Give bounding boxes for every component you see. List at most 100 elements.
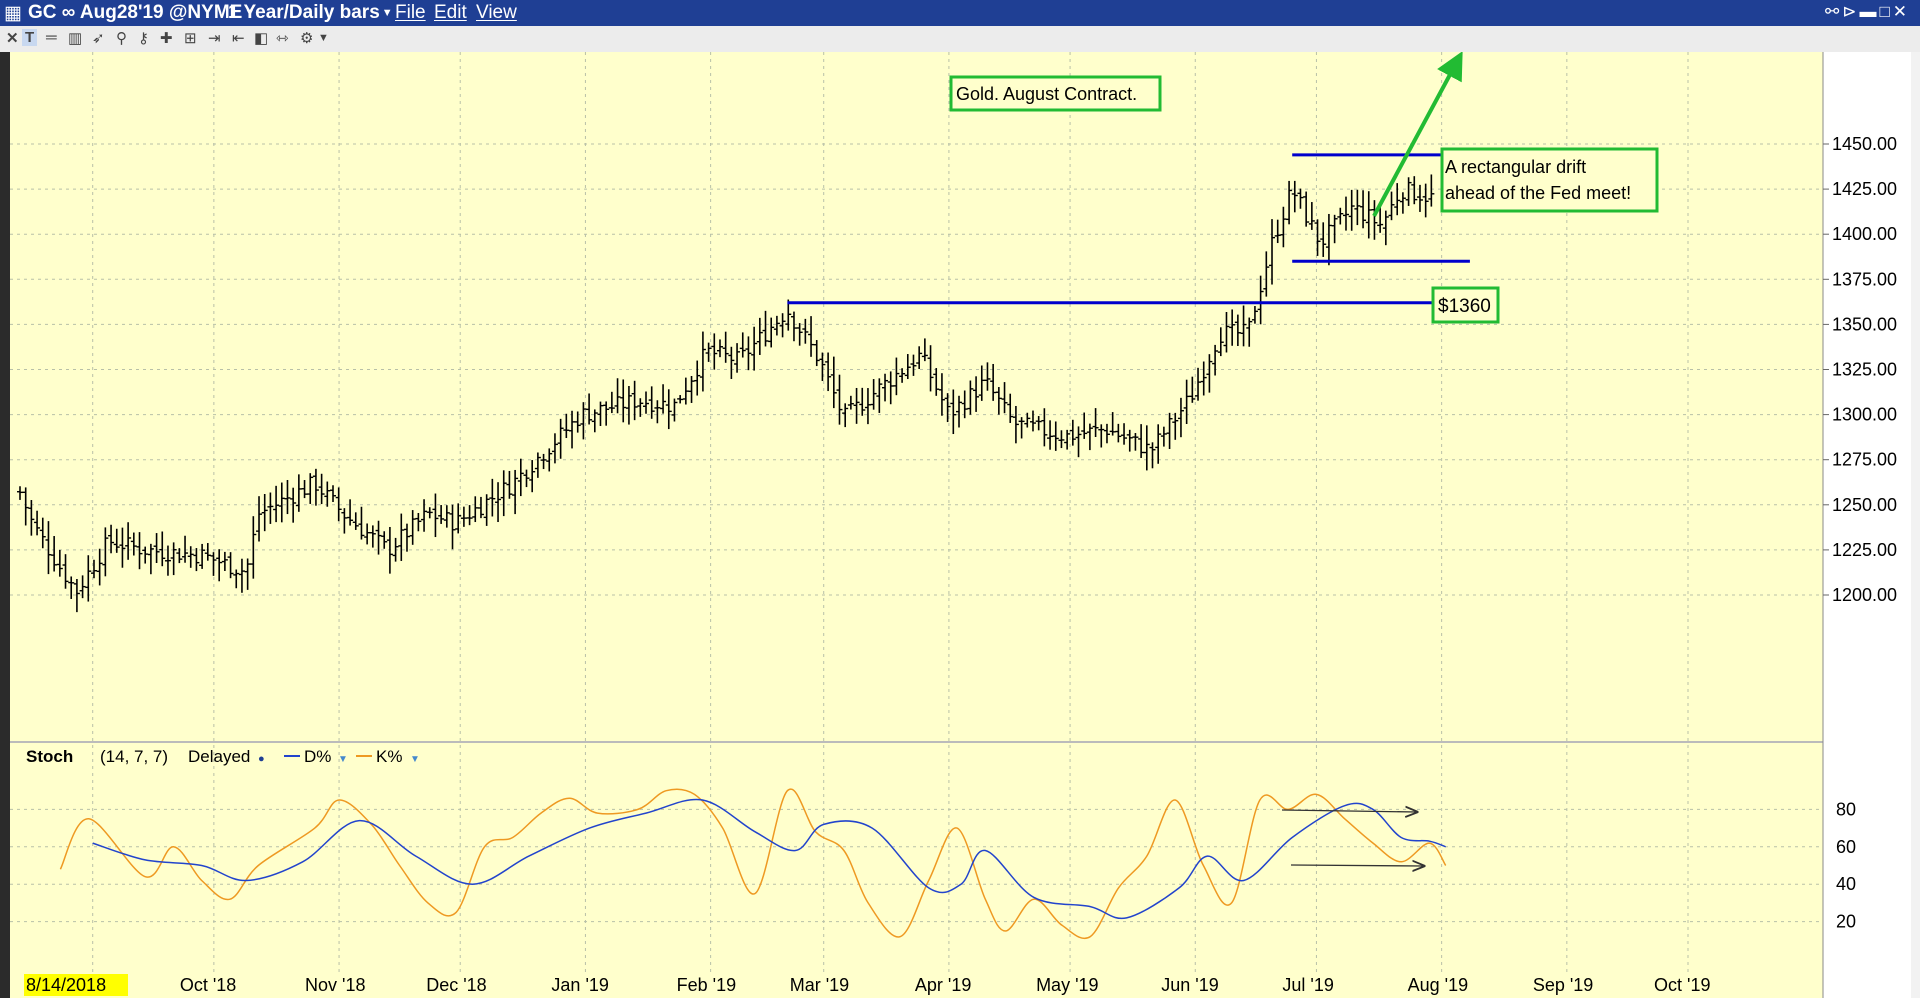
price-bar <box>495 482 502 523</box>
price-bar <box>1166 412 1173 449</box>
left-scroll-strip[interactable] <box>0 52 10 998</box>
key-icon[interactable]: ⚷ <box>138 30 149 47</box>
price-bar <box>1223 312 1230 353</box>
cursor-date-label: 8/14/2018 <box>26 975 106 995</box>
minimize-icon[interactable]: ▬ <box>1859 2 1880 21</box>
price-bar <box>1348 189 1355 231</box>
chart-type-icon[interactable]: ▦ <box>4 3 22 24</box>
maximize-icon[interactable]: □ <box>1879 2 1893 21</box>
price-bar <box>984 362 991 391</box>
price-bar <box>1143 425 1150 471</box>
price-bar <box>1274 219 1281 244</box>
price-bar <box>17 486 23 500</box>
price-bar <box>654 400 661 424</box>
price-bar <box>819 352 826 381</box>
menu-edit[interactable]: Edit <box>434 2 467 23</box>
price-bar <box>1257 275 1264 325</box>
bar-style-icon[interactable]: ▥ <box>68 30 83 47</box>
month-label: May '19 <box>1036 975 1098 995</box>
drift-annotation[interactable]: A rectangular drift ahead of the Fed mee… <box>1440 147 1659 213</box>
price-bar <box>546 448 553 472</box>
price-bar <box>762 310 769 347</box>
price-y-axis: 1450.00 1425.00 1400.00 1375.00 1350.00 1325.… <box>1823 134 1897 605</box>
settings-icon[interactable]: ⚙ <box>300 30 314 47</box>
price-bar <box>1041 408 1048 447</box>
price-bar <box>386 526 393 574</box>
price-tick-label: 1250.00 <box>1832 495 1897 515</box>
price-bar <box>1172 412 1179 440</box>
price-bar <box>625 386 632 425</box>
price-bar <box>136 532 143 570</box>
price-bar <box>1360 190 1367 229</box>
price-bar <box>273 485 280 523</box>
price-bar <box>882 373 889 402</box>
price-bar <box>1200 361 1207 396</box>
price-bar <box>591 409 598 433</box>
right-scroll-strip[interactable] <box>1911 52 1920 998</box>
price-bar <box>1007 393 1014 423</box>
stoch-tick-label: 80 <box>1836 799 1856 819</box>
link-icon[interactable]: ⚯ <box>1824 2 1843 21</box>
stoch-tick-label: 40 <box>1836 874 1856 894</box>
price-bar <box>1217 327 1224 357</box>
price-bar <box>853 387 860 424</box>
symbol-selector[interactable]: GC ∞ Aug28'19 @NYME ▼ <box>28 2 256 23</box>
scroll-left-icon[interactable]: ⇤ <box>232 30 245 47</box>
stoch-grid <box>10 808 1823 923</box>
menu-file[interactable]: File <box>395 2 426 23</box>
level-annotation[interactable]: $1360 <box>1431 286 1500 324</box>
chevron-down-icon[interactable]: ▼ <box>410 754 420 765</box>
price-bar <box>1155 424 1162 464</box>
price-bar <box>472 496 479 523</box>
price-bar <box>210 552 217 576</box>
price-bar <box>517 458 524 497</box>
crosshair-icon[interactable]: ✚ <box>160 30 173 47</box>
price-bar <box>751 326 758 371</box>
green-trend-arrow[interactable] <box>1372 52 1463 217</box>
level-annotation-text: $1360 <box>1438 296 1491 317</box>
chevron-down-icon[interactable]: ▼ <box>318 32 329 44</box>
price-bar <box>563 413 570 439</box>
price-bar <box>711 333 718 370</box>
wrench-icon[interactable]: ⚲ <box>116 30 127 47</box>
text-tool-icon[interactable]: T <box>22 29 38 46</box>
menu-view[interactable]: View <box>476 2 517 23</box>
chevron-down-icon: ▼ <box>244 7 256 19</box>
price-bar <box>85 555 92 602</box>
price-bar <box>56 549 63 577</box>
price-bar <box>893 357 900 396</box>
price-bar <box>830 356 837 409</box>
title-annotation[interactable]: Gold. August Contract. <box>949 75 1162 112</box>
stoch-tick-label: 20 <box>1836 912 1856 932</box>
period-selector[interactable]: 1 Year/Daily bars ▼ <box>228 2 393 23</box>
price-bar <box>381 531 388 549</box>
close-icon[interactable]: ✕ <box>1892 2 1910 21</box>
x-axis-strip <box>10 972 1823 998</box>
price-bar <box>1138 424 1145 458</box>
price-bar <box>631 380 638 421</box>
price-bar <box>62 554 69 589</box>
horizontal-line-icon[interactable]: ═ <box>46 29 57 46</box>
price-bar <box>466 505 473 526</box>
pin-icon[interactable]: ⊳ <box>1842 2 1860 21</box>
price-bar <box>1354 189 1361 226</box>
close-icon[interactable]: ✕ <box>6 30 19 47</box>
bar-spacing-icon[interactable]: ◧ <box>254 30 269 47</box>
price-bar <box>39 517 46 549</box>
drift-annotation-line1: A rectangular drift <box>1445 157 1586 177</box>
price-bar <box>1394 183 1401 216</box>
price-bar <box>73 578 80 613</box>
stoch-arrow-upper[interactable] <box>1281 810 1417 812</box>
drag-icon[interactable]: ⇿ <box>276 30 289 47</box>
price-bar <box>312 468 319 506</box>
cursor-icon[interactable]: ➶ <box>92 30 105 47</box>
scroll-right-icon[interactable]: ⇥ <box>208 30 221 47</box>
stoch-mode-dropdown-icon[interactable]: ● <box>258 753 265 765</box>
stoch-legend[interactable]: Stoch (14, 7, 7) Delayed ● D% ▼ K% ▼ <box>26 747 420 766</box>
stoch-arrow-lower[interactable] <box>1290 865 1424 866</box>
price-tick-label: 1325.00 <box>1832 360 1897 380</box>
price-bar <box>1047 420 1054 450</box>
price-bar <box>341 508 348 534</box>
chevron-down-icon[interactable]: ▼ <box>338 754 348 765</box>
zoom-icon[interactable]: ⊞ <box>184 30 197 47</box>
